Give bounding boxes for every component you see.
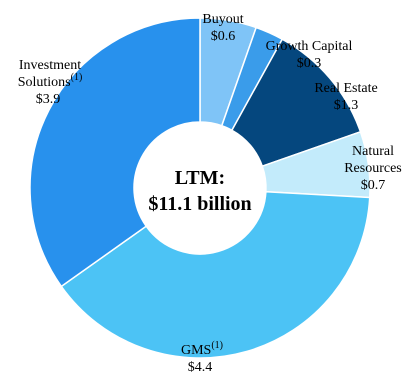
slice-superscript-investment-solutions: (1)	[71, 72, 83, 83]
slice-label-investment-solutions-line-1: Investment	[19, 58, 81, 73]
center-label-line-2: $11.1 billion	[148, 193, 251, 215]
slice-label-real-estate: Real Estate	[314, 81, 377, 96]
slice-value-natural-resources: $0.7	[361, 178, 386, 193]
slice-label-investment-solutions-line-2: Solutions	[18, 75, 71, 90]
slice-investment-solutions	[29, 17, 201, 288]
slice-label-natural-resources-line-2: Resources	[344, 161, 402, 176]
slice-value-growth-capital: $0.3	[297, 56, 322, 71]
center-label-line-1: LTM:	[175, 167, 225, 189]
slice-label-gms-group: GMS(1)	[181, 340, 223, 358]
slice-label-buyout: Buyout	[202, 12, 243, 27]
slice-value-real-estate: $1.3	[334, 98, 359, 113]
slice-label-gms: GMS	[181, 343, 211, 358]
slice-gms	[60, 190, 371, 359]
slice-label-natural-resources-line-1: Natural	[352, 144, 394, 159]
donut-slices	[29, 17, 371, 359]
slice-label-growth-capital: Growth Capital	[266, 39, 353, 54]
slice-superscript-gms: (1)	[211, 340, 223, 351]
slice-value-investment-solutions: $3.9	[36, 92, 61, 107]
slice-label-investment-solutions-group: Solutions(1)	[18, 72, 83, 90]
slice-value-gms: $4.4	[188, 360, 213, 375]
slice-value-buyout: $0.6	[211, 29, 236, 44]
